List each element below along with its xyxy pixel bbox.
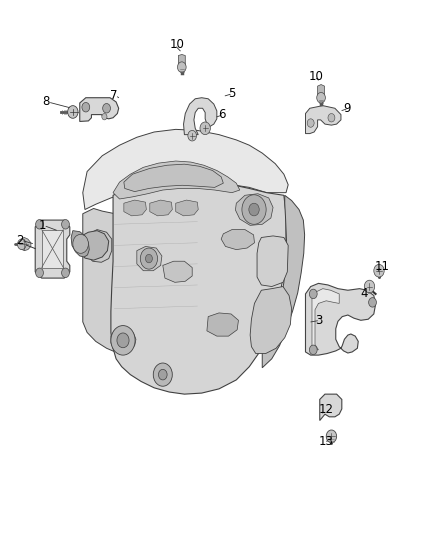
Text: 4: 4: [361, 287, 368, 301]
Circle shape: [307, 119, 314, 127]
Text: 5: 5: [228, 87, 235, 100]
Text: 3: 3: [315, 314, 322, 327]
Polygon shape: [111, 328, 136, 352]
Circle shape: [73, 235, 88, 253]
Polygon shape: [257, 236, 288, 287]
Circle shape: [117, 333, 129, 348]
Text: 11: 11: [374, 260, 390, 273]
Circle shape: [328, 114, 335, 122]
Circle shape: [364, 280, 374, 293]
Polygon shape: [19, 238, 31, 251]
Circle shape: [369, 297, 376, 307]
Circle shape: [62, 268, 69, 278]
Text: 1: 1: [38, 219, 46, 232]
Circle shape: [177, 62, 186, 72]
Polygon shape: [42, 230, 64, 268]
Circle shape: [309, 345, 317, 354]
Text: 13: 13: [318, 435, 333, 448]
Circle shape: [317, 92, 325, 103]
Polygon shape: [305, 284, 375, 355]
Circle shape: [35, 268, 43, 278]
Polygon shape: [150, 200, 172, 216]
Polygon shape: [124, 200, 146, 216]
Circle shape: [140, 248, 158, 269]
Polygon shape: [83, 208, 124, 352]
Circle shape: [111, 326, 135, 355]
Polygon shape: [71, 231, 89, 257]
Text: 8: 8: [42, 95, 50, 108]
Polygon shape: [207, 313, 238, 336]
Circle shape: [159, 369, 167, 380]
Circle shape: [62, 220, 69, 229]
Circle shape: [145, 254, 152, 263]
Polygon shape: [262, 195, 304, 368]
Polygon shape: [176, 200, 198, 216]
Polygon shape: [320, 394, 342, 421]
Circle shape: [242, 195, 266, 224]
Circle shape: [67, 106, 78, 118]
Text: 10: 10: [309, 70, 324, 83]
Circle shape: [82, 102, 90, 112]
Polygon shape: [87, 230, 112, 262]
Circle shape: [374, 264, 384, 277]
Text: 6: 6: [218, 108, 226, 121]
Text: 12: 12: [318, 403, 333, 416]
Polygon shape: [113, 161, 240, 199]
Polygon shape: [184, 98, 217, 135]
Text: 9: 9: [343, 102, 351, 115]
Polygon shape: [163, 261, 192, 282]
Circle shape: [102, 103, 110, 113]
Circle shape: [102, 114, 107, 120]
Circle shape: [35, 220, 43, 229]
Circle shape: [309, 289, 317, 298]
Polygon shape: [80, 98, 119, 122]
Circle shape: [153, 363, 172, 386]
Polygon shape: [83, 130, 288, 209]
Polygon shape: [178, 54, 185, 67]
Polygon shape: [236, 193, 273, 225]
Circle shape: [200, 122, 210, 135]
Text: 10: 10: [169, 38, 184, 52]
Polygon shape: [305, 106, 341, 134]
Polygon shape: [137, 246, 162, 271]
Polygon shape: [78, 231, 109, 260]
Polygon shape: [124, 164, 223, 191]
Text: 7: 7: [110, 88, 117, 102]
Polygon shape: [250, 287, 292, 353]
Circle shape: [249, 203, 259, 216]
Circle shape: [326, 430, 337, 443]
Circle shape: [18, 239, 26, 249]
Text: 2: 2: [16, 233, 23, 247]
Polygon shape: [35, 220, 70, 278]
Circle shape: [188, 131, 197, 141]
Polygon shape: [312, 289, 339, 350]
Polygon shape: [111, 183, 286, 394]
Polygon shape: [318, 85, 325, 98]
Polygon shape: [221, 230, 254, 249]
